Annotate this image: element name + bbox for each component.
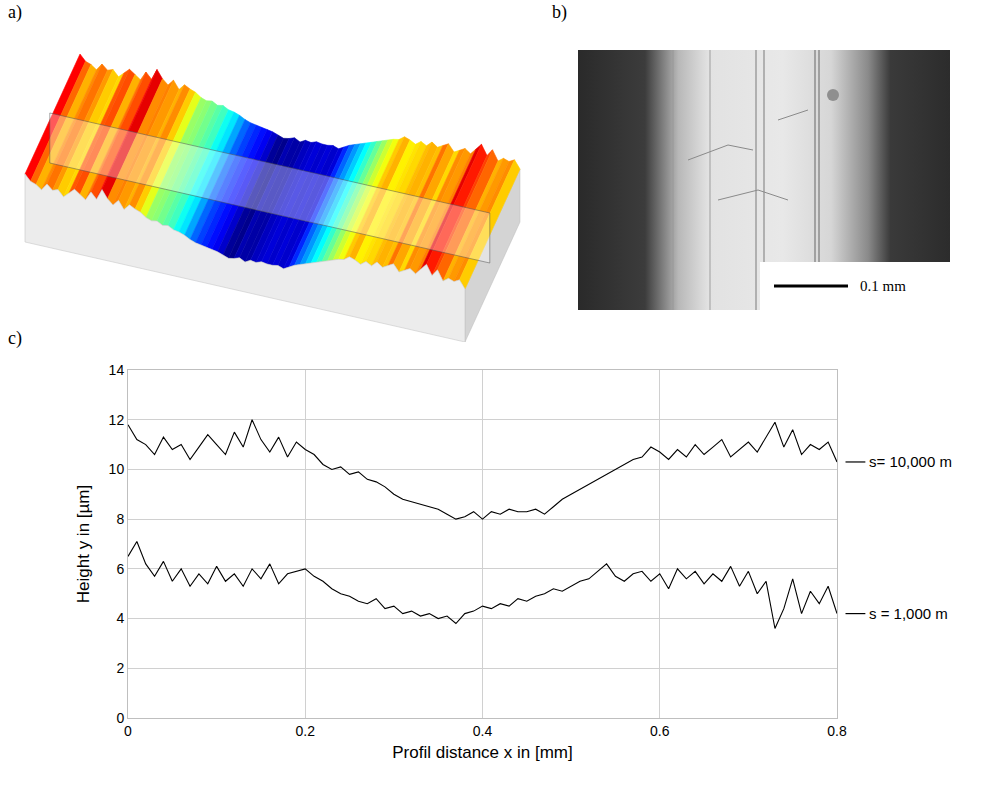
svg-text:0: 0	[116, 710, 124, 726]
svg-text:0.4: 0.4	[473, 723, 493, 739]
svg-text:s = 1,000 m: s = 1,000 m	[869, 605, 948, 622]
svg-text:8: 8	[116, 511, 124, 527]
svg-text:6: 6	[116, 561, 124, 577]
svg-text:0.6: 0.6	[650, 723, 670, 739]
svg-text:0.8: 0.8	[827, 723, 847, 739]
html-text:c): c)	[8, 328, 22, 348]
html-text:b): b)	[552, 2, 567, 22]
svg-text:0.2: 0.2	[296, 723, 316, 739]
svg-text:0: 0	[124, 723, 132, 739]
svg-text:12: 12	[109, 412, 125, 428]
svg-text:10: 10	[109, 461, 125, 477]
html-text:a): a)	[8, 2, 22, 22]
svg-text:4: 4	[116, 610, 124, 626]
svg-text:s= 10,000 m: s= 10,000 m	[869, 453, 952, 470]
svg-text:Profil distance x in [mm]: Profil distance x in [mm]	[392, 743, 572, 762]
svg-text:14: 14	[109, 362, 125, 378]
svg-text:Height y in [µm]: Height y in [µm]	[74, 485, 93, 603]
svg-text:0.1 mm: 0.1 mm	[860, 278, 906, 294]
svg-text:2: 2	[116, 660, 124, 676]
